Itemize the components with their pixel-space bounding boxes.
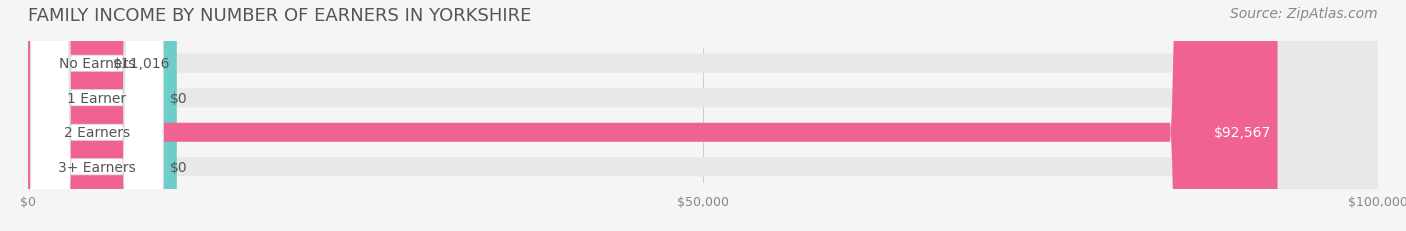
- Text: 2 Earners: 2 Earners: [63, 126, 129, 140]
- FancyBboxPatch shape: [31, 0, 163, 231]
- FancyBboxPatch shape: [28, 0, 1378, 231]
- FancyBboxPatch shape: [28, 0, 1278, 231]
- Text: 1 Earner: 1 Earner: [67, 91, 127, 105]
- Text: FAMILY INCOME BY NUMBER OF EARNERS IN YORKSHIRE: FAMILY INCOME BY NUMBER OF EARNERS IN YO…: [28, 7, 531, 25]
- FancyBboxPatch shape: [31, 0, 163, 231]
- Text: Source: ZipAtlas.com: Source: ZipAtlas.com: [1230, 7, 1378, 21]
- FancyBboxPatch shape: [28, 0, 177, 231]
- FancyBboxPatch shape: [31, 0, 163, 231]
- Text: $92,567: $92,567: [1213, 126, 1271, 140]
- Text: $0: $0: [170, 160, 187, 174]
- FancyBboxPatch shape: [28, 0, 1378, 231]
- Text: $0: $0: [170, 91, 187, 105]
- FancyBboxPatch shape: [28, 0, 1378, 231]
- Text: $11,016: $11,016: [112, 57, 170, 71]
- FancyBboxPatch shape: [31, 0, 163, 231]
- Text: 3+ Earners: 3+ Earners: [58, 160, 136, 174]
- Text: No Earners: No Earners: [59, 57, 135, 71]
- FancyBboxPatch shape: [28, 0, 1378, 231]
